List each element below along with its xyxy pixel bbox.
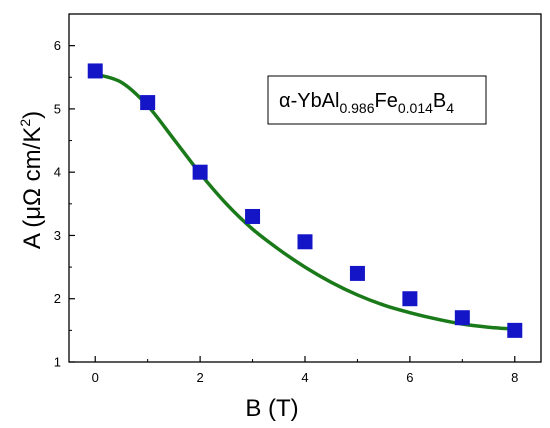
- data-point: [87, 63, 103, 79]
- y-axis-label: A (μΩ cm/K2): [17, 111, 46, 249]
- legend-text-part: B: [433, 90, 446, 112]
- y-axis-label-superscript: 2: [17, 119, 33, 127]
- x-tick-label: 2: [196, 370, 203, 385]
- data-point: [454, 310, 470, 326]
- y-axis-label-unit: cm/K: [19, 127, 46, 188]
- x-tick-label: 6: [406, 370, 413, 385]
- x-tick-label: 8: [511, 370, 518, 385]
- data-point: [349, 265, 365, 281]
- y-tick-label: 3: [54, 228, 61, 243]
- y-axis-label-prefix: A (: [19, 220, 46, 249]
- y-tick-label: 5: [54, 101, 61, 116]
- data-point: [192, 164, 208, 180]
- data-point: [297, 234, 313, 250]
- y-axis-label-mu-omega: μΩ: [19, 188, 46, 220]
- legend-frame: [267, 75, 487, 125]
- legend-subscript: 4: [446, 100, 454, 116]
- data-point: [140, 95, 156, 111]
- x-tick-label: 4: [301, 370, 308, 385]
- ticks: 0 2 4 6 8 1 2 3 4 5 6: [54, 13, 518, 385]
- legend-text-part: Fe: [375, 90, 398, 112]
- y-tick-label: 6: [54, 38, 61, 53]
- plot-frame: [68, 13, 542, 363]
- x-tick-label: 0: [92, 370, 99, 385]
- legend-subscript: 0.986: [339, 100, 374, 116]
- legend-label: α-YbAl0.986Fe0.014B4: [279, 90, 454, 116]
- y-tick-label: 2: [54, 291, 61, 306]
- legend-text-part: α-YbAl: [279, 90, 339, 112]
- data-points: [87, 63, 523, 338]
- data-point: [507, 322, 523, 338]
- y-tick-label: 1: [54, 355, 61, 370]
- fit-curve: [93, 72, 517, 331]
- legend-subscript: 0.014: [398, 100, 433, 116]
- y-tick-label: 4: [54, 165, 61, 180]
- x-axis-label: B (T): [245, 395, 298, 422]
- y-axis-label-suffix: ): [19, 111, 46, 119]
- legend-box: α-YbAl0.986Fe0.014B4: [267, 75, 487, 125]
- data-point: [402, 291, 418, 307]
- fit-line: [93, 72, 517, 331]
- data-point: [245, 208, 261, 224]
